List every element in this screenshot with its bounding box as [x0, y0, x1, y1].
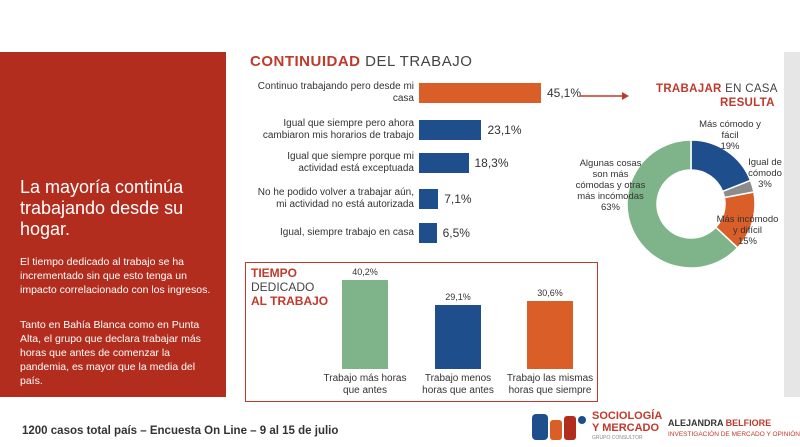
vbar-bar — [527, 301, 573, 369]
brand-line-2: Y MERCADO — [592, 422, 660, 434]
hbar-category-label: Igual que siempre pero ahora cambiaron mi… — [228, 118, 414, 142]
brand-name: ALEJANDRA BELFIORE — [668, 418, 771, 428]
title-tiempo-last: AL TRABAJO — [251, 294, 329, 308]
hbar-label-line: casa — [392, 93, 414, 104]
hbar-label-line: Igual que siempre pero ahora — [283, 118, 414, 129]
hbar-bar — [419, 120, 482, 140]
vbar-category-label: Trabajo menos horas que antes — [408, 373, 508, 397]
vbar-label-line: horas que siempre — [508, 385, 592, 396]
footer-text: 1200 casos total país – Encuesta On Line… — [22, 425, 339, 437]
paragraph-1: El tiempo dedicado al trabajo se ha incr… — [20, 256, 211, 296]
title-tiempo-bold: TIEMPO — [251, 266, 298, 280]
donut-label-comodo: Más cómodo y fácil 19% — [690, 119, 770, 152]
hbar-label-line: cambiaron mis horarios de trabajo — [262, 130, 414, 141]
vbar-category-label: Trabajo las mismas horas que siempre — [500, 373, 600, 397]
hbar-bar — [419, 223, 437, 243]
donut-label-line: más incómodas — [577, 191, 644, 202]
donut-label-line: Igual de — [748, 157, 782, 168]
brand-tagline: INVESTIGACIÓN DE MERCADO Y OPINIÓN — [668, 431, 800, 438]
title-tiempo-mid: DEDICADO — [251, 280, 315, 294]
vbar-category-label: Trabajo más horas que antes — [315, 373, 415, 397]
donut-label-algunas: Algunas cosas son más cómodas y otras má… — [568, 158, 653, 213]
donut-label-value: 3% — [758, 179, 772, 190]
donut-slice — [626, 139, 739, 269]
donut-label-line: cómodo — [748, 168, 782, 179]
title-tiempo: TIEMPO DEDICADO AL TRABAJO — [251, 266, 328, 308]
right-strip — [784, 52, 800, 397]
vbar-label-line: Trabajo más horas — [323, 373, 407, 384]
vbar-label-line: que antes — [343, 385, 387, 396]
brand-small: GRUPO CONSULTOR — [592, 435, 643, 441]
title-casa-sub: RESULTA — [720, 97, 775, 109]
vbar-label-line: Trabajo menos — [424, 373, 492, 384]
donut-label-line: y difícil — [732, 225, 763, 236]
vbar-label-line: horas que antes — [422, 385, 494, 396]
brand-name-last: BELFIORE — [725, 418, 772, 428]
vbar-value-label: 40,2% — [352, 267, 378, 277]
title-continuidad-rest: DEL TRABAJO — [360, 53, 473, 70]
paragraph-2: Tanto en Bahía Blanca como en Punta Alta… — [20, 319, 201, 387]
hbar-bar — [419, 189, 439, 209]
hbar-value-label: 45,1% — [547, 86, 582, 100]
hbar-category-label: Igual que siempre porque mi actividad est… — [228, 151, 414, 175]
hbar-category-label: Continuo trabajando pero desde mi casa — [228, 81, 414, 105]
donut-label-value: 15% — [737, 236, 757, 247]
brand-line-1: SOCIOLOGÍA — [592, 410, 663, 422]
hbar-label-line: No he podido volver a trabajar aún, — [257, 187, 414, 198]
donut-label-line: Más incómodo — [716, 214, 779, 225]
vbar-value-label: 29,1% — [445, 291, 471, 302]
hbar-category-label: Igual, siempre trabajo en casa — [228, 227, 414, 239]
title-casa-bold: TRABAJAR — [656, 83, 722, 95]
hbar-bar — [419, 153, 469, 173]
hbar-bar — [419, 83, 541, 103]
hbar-category-label: No he podido volver a trabajar aún, mi ac… — [228, 187, 414, 211]
headline: La mayoría continúa trabajando desde su … — [20, 177, 184, 239]
sociologia-logo-icon — [532, 414, 586, 440]
title-continuidad-bold: CONTINUIDAD — [250, 53, 361, 70]
brand-name-first: ALEJANDRA — [668, 418, 726, 428]
hbar-label-line: actividad está exceptuada — [298, 163, 414, 174]
vbar-bar — [435, 304, 481, 369]
arrow-icon — [580, 92, 629, 100]
hbar-value-label: 7,1% — [444, 192, 472, 206]
home-work-donut-chart — [626, 139, 756, 269]
vbar-value-label: 30,6% — [537, 288, 563, 299]
hbar-label-line: Continuo trabajando pero desde mi — [257, 81, 414, 92]
donut-label-igual: Igual de cómodo 3% — [742, 157, 788, 190]
donut-label-line: Más cómodo y — [699, 119, 761, 130]
donut-label-line: Algunas cosas — [579, 158, 642, 169]
hbar-label-line: mi actividad no está autorizada — [276, 199, 414, 210]
hbar-value-label: 18,3% — [474, 156, 509, 170]
hbar-value-label: 6,5% — [442, 226, 470, 240]
title-casa: TRABAJAR EN CASA — [656, 83, 778, 95]
time-dedicated-box — [245, 262, 598, 402]
hbar-label-line: Igual, siempre trabajo en casa — [280, 227, 414, 238]
donut-label-line: cómodas y otras — [575, 180, 646, 191]
donut-label-incomodo: Más incómodo y difícil 15% — [710, 214, 785, 247]
title-continuidad: CONTINUIDAD DEL TRABAJO — [250, 53, 472, 70]
donut-label-value: 19% — [720, 141, 740, 152]
left-panel: La mayoría continúa trabajando desde su … — [0, 52, 226, 397]
title-casa-rest: EN CASA — [721, 83, 778, 95]
hbar-label-line: Igual que siempre porque mi — [287, 151, 414, 162]
hbar-value-label: 23,1% — [487, 123, 522, 137]
vbar-label-line: Trabajo las mismas — [506, 373, 594, 384]
donut-label-line: son más — [592, 169, 629, 180]
vbar-bar — [342, 280, 388, 369]
donut-label-value: 63% — [600, 202, 620, 213]
donut-label-line: fácil — [721, 130, 739, 141]
